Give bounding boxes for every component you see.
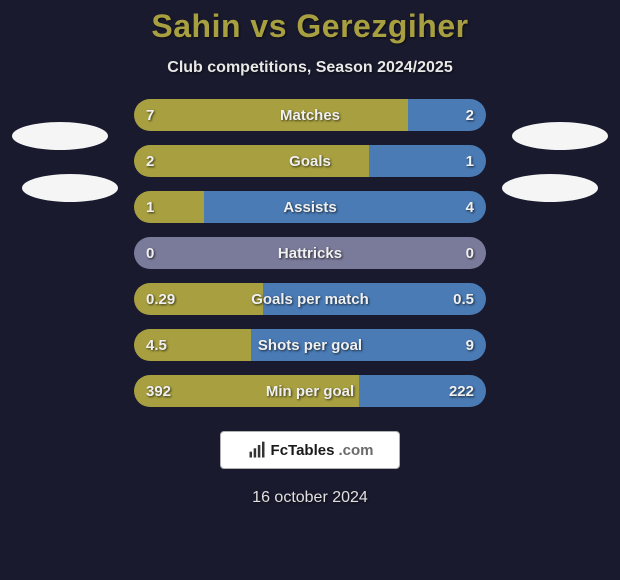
stat-label: Matches <box>134 99 486 131</box>
stat-label: Assists <box>134 191 486 223</box>
stat-bar: 0.290.5Goals per match <box>134 283 486 315</box>
stat-label: Min per goal <box>134 375 486 407</box>
stat-bar: 00Hattricks <box>134 237 486 269</box>
stat-bar: 4.59Shots per goal <box>134 329 486 361</box>
badge-brand: FcTables <box>271 442 335 459</box>
date-text: 16 october 2024 <box>0 489 620 507</box>
stat-label: Shots per goal <box>134 329 486 361</box>
player-badge-ellipse <box>12 122 108 150</box>
player-badge-ellipse <box>22 174 118 202</box>
player-badge-ellipse <box>512 122 608 150</box>
stat-bar: 21Goals <box>134 145 486 177</box>
page-title: Sahin vs Gerezgiher <box>0 0 620 45</box>
stat-bar: 72Matches <box>134 99 486 131</box>
stat-label: Goals <box>134 145 486 177</box>
player-badge-ellipse <box>502 174 598 202</box>
stat-label: Goals per match <box>134 283 486 315</box>
chart-icon <box>247 440 267 460</box>
subtitle: Club competitions, Season 2024/2025 <box>0 59 620 77</box>
source-badge: FcTables.com <box>220 431 400 469</box>
badge-domain: .com <box>338 442 373 459</box>
stat-bar: 392222Min per goal <box>134 375 486 407</box>
stat-label: Hattricks <box>134 237 486 269</box>
stat-bar: 14Assists <box>134 191 486 223</box>
